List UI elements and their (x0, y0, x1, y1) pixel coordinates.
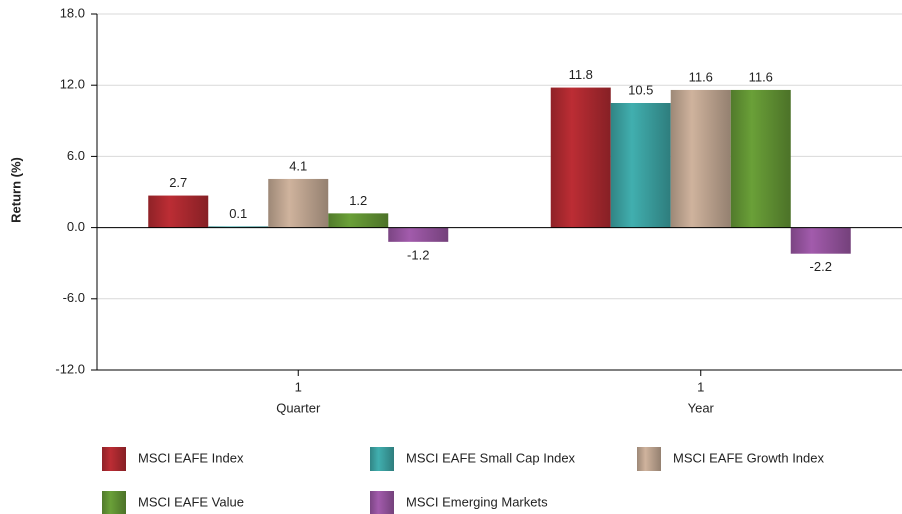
bar (550, 87, 611, 228)
value-label: -1.2 (407, 247, 429, 262)
bar (670, 89, 731, 228)
legend-label: MSCI EAFE Growth Index (673, 450, 824, 465)
y-tick-label: 6.0 (67, 148, 85, 163)
legend-label: MSCI EAFE Small Cap Index (406, 450, 576, 465)
value-label: 4.1 (289, 158, 307, 173)
value-label: 11.6 (689, 69, 713, 84)
bar (610, 103, 671, 228)
value-label: 11.8 (569, 67, 593, 82)
value-label: -2.2 (810, 259, 832, 274)
x-tick-label: 1 (697, 379, 704, 394)
bar (148, 195, 209, 228)
legend-swatch (637, 447, 661, 471)
bar (208, 226, 269, 228)
value-label: 0.1 (229, 206, 247, 221)
y-axis-label: Return (%) (8, 157, 23, 223)
value-label: 1.2 (349, 193, 367, 208)
legend-swatch (370, 447, 394, 471)
y-tick-label: 12.0 (60, 77, 85, 92)
bar (388, 227, 449, 242)
legend-label: MSCI Emerging Markets (406, 494, 548, 509)
legend-label: MSCI EAFE Value (138, 494, 244, 509)
legend-label: MSCI EAFE Index (138, 450, 244, 465)
y-tick-label: -12.0 (55, 361, 85, 376)
value-label: 10.5 (628, 82, 653, 97)
value-label: 2.7 (169, 175, 187, 190)
bar (268, 178, 329, 228)
y-tick-label: 0.0 (67, 219, 85, 234)
x-tick-label: Quarter (276, 400, 321, 415)
bar (730, 89, 791, 228)
x-tick-label: Year (688, 400, 715, 415)
y-tick-label: -6.0 (63, 290, 85, 305)
bar (328, 213, 389, 228)
value-label: 11.6 (749, 69, 773, 84)
legend-swatch (102, 491, 126, 514)
y-tick-label: 18.0 (60, 5, 85, 20)
legend-swatch (102, 447, 126, 471)
bar (790, 227, 851, 254)
x-tick-label: 1 (295, 379, 302, 394)
legend-swatch (370, 491, 394, 514)
